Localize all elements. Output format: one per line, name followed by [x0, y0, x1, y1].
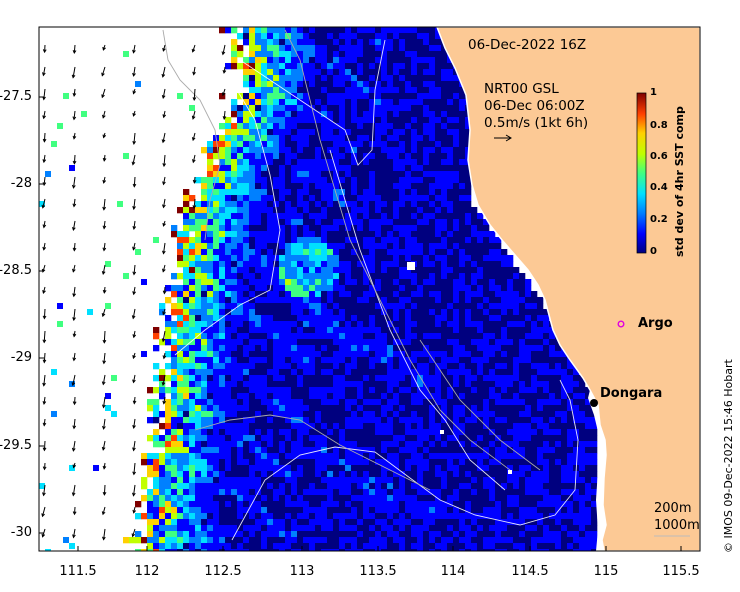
coastal-gap: [588, 390, 606, 551]
current-source: NRT00 GSL: [484, 81, 559, 97]
contour-label-1000m: 1000m: [654, 518, 700, 533]
x-tick-label: 115: [593, 564, 619, 579]
colorbar-title: std dev of 4hr SST comp: [673, 106, 686, 257]
y-tick-label: -28.5: [0, 263, 32, 278]
colorbar-tick-0.8: 0.8: [650, 120, 668, 131]
plot-frame: [38, 26, 701, 552]
dongara-marker: [590, 399, 598, 407]
depth-contours: [174, 29, 579, 541]
current-vectors: [41, 44, 227, 541]
colorbar-tick-0.4: 0.4: [650, 182, 668, 193]
y-tick-label: -28: [10, 176, 32, 191]
current-scale-arrow: [494, 134, 512, 142]
x-tick-marks: [77, 546, 682, 551]
sst-stddev-field: [39, 27, 598, 551]
x-tick-label: 113.5: [359, 564, 397, 579]
x-tick-label: 115.5: [662, 564, 700, 579]
imos-credit: © IMOS 09-Dec-2022 15:46 Hobart: [722, 359, 735, 553]
colorbar-tick-0: 0: [650, 246, 657, 257]
argo-marker: [617, 320, 625, 328]
colorbar-tick-1: 1: [650, 87, 657, 98]
current-time: 06-Dec 06:00Z: [484, 98, 585, 114]
y-tick-label: -29: [10, 350, 32, 365]
x-tick-label: 114: [440, 564, 466, 579]
colorbar-tick-0.2: 0.2: [650, 214, 668, 225]
x-tick-label: 111.5: [59, 564, 97, 579]
colorbar-tick-0.6: 0.6: [650, 151, 668, 162]
map-title: 06-Dec-2022 16Z: [468, 37, 587, 53]
y-tick-marks: [39, 96, 44, 534]
x-tick-label: 113: [289, 564, 315, 579]
y-tick-label: -30: [10, 525, 32, 540]
data-gaps: [407, 262, 512, 474]
colorbar: [636, 92, 647, 254]
x-tick-label: 114.5: [511, 564, 549, 579]
depth-contours-grey: [162, 29, 541, 491]
argo-label: Argo: [638, 316, 673, 331]
x-tick-label: 112.5: [204, 564, 242, 579]
contour-label-200m: 200m: [654, 501, 692, 516]
y-tick-label: -27.5: [0, 89, 32, 104]
x-tick-label: 112: [134, 564, 160, 579]
current-scale-label: 0.5m/s (1kt 6h): [484, 115, 589, 131]
dongara-label: Dongara: [600, 386, 663, 401]
y-tick-label: -29.5: [0, 438, 32, 453]
